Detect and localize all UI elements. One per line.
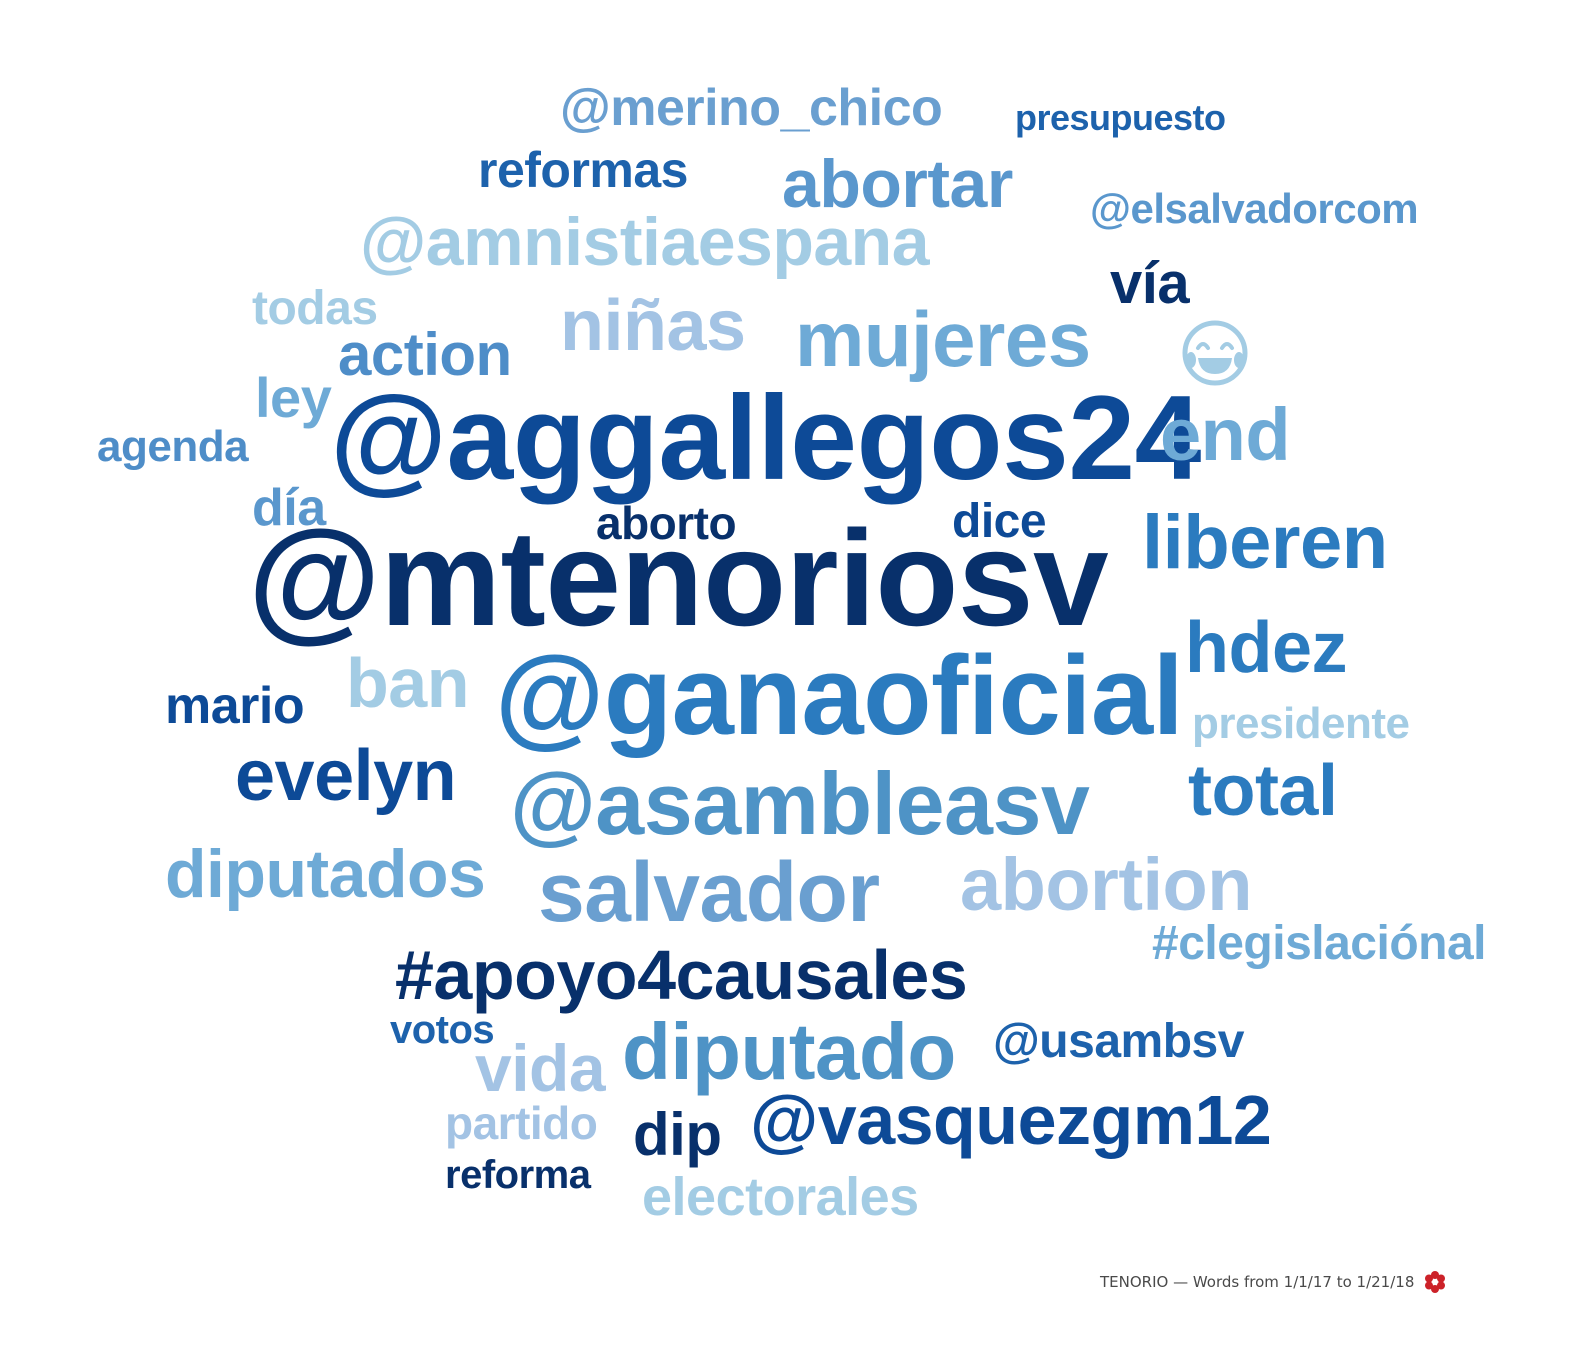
word-ban: ban [346, 644, 469, 722]
word-todas: todas [252, 282, 378, 335]
word-amnistiaespana: @amnistiaespana [360, 204, 930, 280]
word-usambsv: @usambsv [993, 1015, 1244, 1068]
word-ganaoficial: @ganaoficial [495, 633, 1184, 758]
word-aborto: aborto [596, 497, 737, 549]
word-votos: votos [390, 1008, 495, 1052]
word-presidente: presidente [1192, 699, 1410, 748]
word-merino-chico: @merino_chico [560, 79, 943, 137]
footer: TENORIO — Words from 1/1/17 to 1/21/18 [1100, 1270, 1448, 1294]
flower-logo-icon [1425, 1271, 1446, 1293]
face-with-tears-of-joy-icon [1182, 320, 1248, 386]
word-salvador: salvador [538, 845, 880, 939]
word-ninas: niñas [560, 286, 746, 366]
word-mario: mario [165, 677, 305, 735]
word-liberen: liberen [1142, 500, 1388, 585]
word-dip: dip [633, 1101, 722, 1168]
word-via: vía [1110, 251, 1190, 316]
word-electorales: electorales [642, 1167, 919, 1227]
footer-caption: TENORIO — Words from 1/1/17 to 1/21/18 [1100, 1273, 1415, 1291]
word-abortar: abortar [782, 146, 1013, 222]
word-diputados: diputados [165, 836, 486, 912]
word-total: total [1188, 751, 1338, 831]
word-dice: dice [952, 495, 1047, 548]
word-clegislacional: #clegislaciónal [1152, 917, 1487, 970]
word-reformas: reformas [478, 142, 689, 198]
word-aggallegos24: @aggallegos24 [330, 371, 1201, 505]
word-mtenoriosv: @mtenoriosv [248, 502, 1109, 654]
word-vida: vida [475, 1031, 606, 1105]
word-dia: día [252, 479, 326, 537]
word-apoyo4causales: #apoyo4causales [395, 936, 968, 1014]
word-ley: ley [255, 366, 332, 429]
word-end: end [1160, 393, 1291, 476]
word-vasquezgm12: @vasquezgm12 [750, 1081, 1272, 1159]
word-diputado: diputado [622, 1007, 956, 1096]
word-abortion: abortion [960, 843, 1252, 926]
word-presupuesto: presupuesto [1015, 97, 1226, 138]
word-evelyn: evelyn [235, 736, 457, 816]
word-asambleasv: @asambleasv [510, 754, 1090, 853]
word-partido: partido [445, 1097, 598, 1149]
word-hdez: hdez [1185, 608, 1348, 688]
word-action: action [338, 321, 512, 388]
word-reforma: reforma [445, 1153, 591, 1197]
word-elsalvadorcom: @elsalvadorcom [1090, 185, 1419, 232]
word-agenda: agenda [97, 422, 249, 471]
word-mujeres: mujeres [795, 295, 1091, 383]
